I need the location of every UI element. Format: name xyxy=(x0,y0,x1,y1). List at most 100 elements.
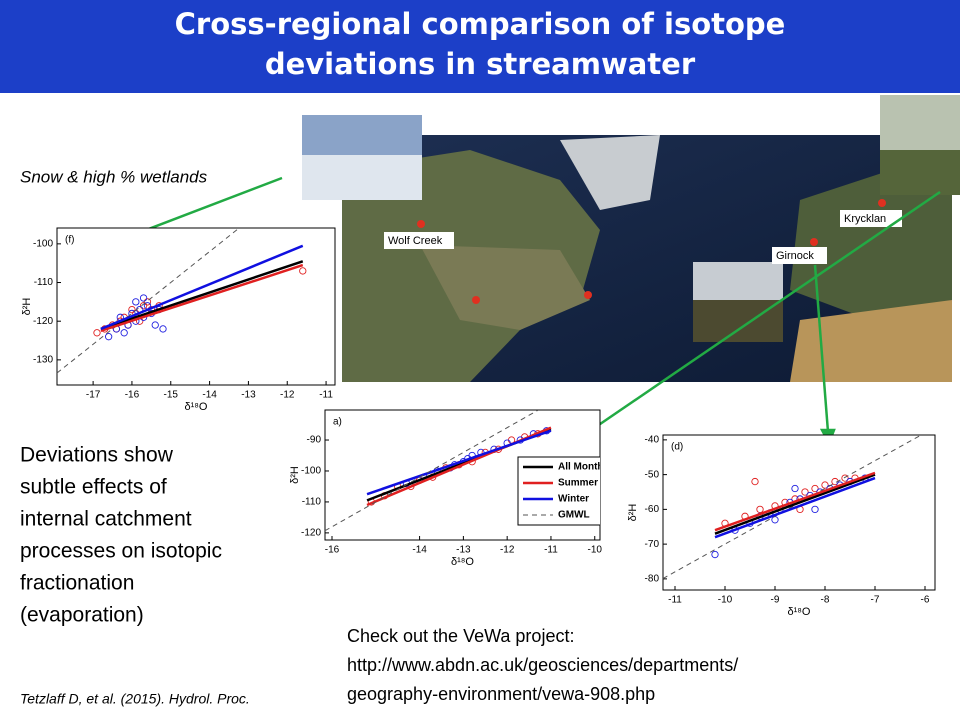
panel-label: (d) xyxy=(671,442,683,453)
x-tick-label: -13 xyxy=(241,390,256,401)
title-box: Cross-regional comparison of isotope dev… xyxy=(174,7,786,81)
fit-line xyxy=(662,435,921,579)
photos xyxy=(302,95,960,342)
point xyxy=(756,505,764,514)
y-tick-label: -80 xyxy=(645,574,660,585)
link-line: http://www.abdn.ac.uk/geosciences/depart… xyxy=(347,655,738,675)
legend-label: Summer xyxy=(558,478,598,489)
x-tick-label: -8 xyxy=(821,595,830,606)
fit-line xyxy=(100,244,304,331)
point xyxy=(139,294,148,302)
legend-label: GMWL xyxy=(558,510,590,521)
point xyxy=(143,298,152,306)
y-tick-label: -60 xyxy=(645,504,660,515)
site-labels: Wolf Creek Krycklan Girnock xyxy=(384,210,902,264)
x-tick-label: -12 xyxy=(500,545,515,556)
fit-line xyxy=(100,263,304,333)
point xyxy=(104,333,113,341)
legend: All Months Summer Winter GMWL xyxy=(517,456,610,526)
point xyxy=(139,302,148,310)
fit-line xyxy=(714,473,876,535)
x-tick-label: -16 xyxy=(325,545,340,556)
panel-label: (f) xyxy=(65,235,74,246)
plot: -16 -14 -13 -12 -11 -10 -120 -110 -100 -90 δ¹⁸O δ²H… xyxy=(289,409,610,568)
y-tick-label: -120 xyxy=(33,316,53,327)
y-tick-label: -90 xyxy=(307,435,322,446)
y-axis-label: δ²H xyxy=(289,466,301,484)
site-label: Krycklan xyxy=(844,213,886,225)
note: Snow & high % wetlands xyxy=(20,167,208,186)
x-tick-label: -13 xyxy=(456,545,471,556)
fit-line xyxy=(714,476,876,539)
y-tick-label: -100 xyxy=(33,238,53,249)
y-axis-label: δ²H xyxy=(627,504,639,522)
point xyxy=(711,550,719,559)
y-tick-label: -70 xyxy=(645,539,660,550)
legend-label: All Months xyxy=(558,462,610,473)
point xyxy=(811,505,819,514)
x-axis-label: δ¹⁸O xyxy=(451,556,474,568)
point xyxy=(93,329,101,337)
fit-line xyxy=(324,409,539,532)
fit-line xyxy=(100,260,304,331)
x-tick-label: -11 xyxy=(319,390,333,401)
x-tick-label: -17 xyxy=(86,390,101,401)
x-tick-label: -9 xyxy=(771,595,780,606)
y-tick-label: -110 xyxy=(302,497,322,508)
site-label: Wolf Creek xyxy=(388,235,443,247)
y-tick-label: -50 xyxy=(645,469,660,480)
legend-box xyxy=(517,456,600,526)
site-label: Girnock xyxy=(776,250,814,262)
point xyxy=(120,329,128,337)
legend-label: Winter xyxy=(558,494,589,505)
point xyxy=(841,474,849,482)
point xyxy=(132,298,140,306)
point xyxy=(821,481,829,489)
x-tick-label: -14 xyxy=(202,390,217,401)
link-line: Check out the VeWa project: xyxy=(347,626,574,646)
point xyxy=(811,484,819,493)
body-text: Deviations show subtle effects of internal… xyxy=(20,444,222,627)
x-tick-label: -15 xyxy=(164,390,179,401)
plot: -11 -10 -9 -8 -7 -6 -80 -70 -60 -50 -40 δ¹⁸O δ²H (d) xyxy=(627,434,936,618)
x-tick-label: -12 xyxy=(280,390,295,401)
x-axis-label: δ¹⁸O xyxy=(185,401,208,413)
plot: -17 -16 -15 -14 -13 -12 -11 -130 -120 -110 -100 δ¹⁸… xyxy=(21,227,336,413)
plot-area xyxy=(56,227,336,386)
x-tick-label: -11 xyxy=(668,595,682,606)
body-line: fractionation xyxy=(20,572,134,595)
panel-label: a) xyxy=(333,417,342,428)
point xyxy=(128,305,136,314)
body-line: (evaporation) xyxy=(20,604,144,627)
point xyxy=(751,477,759,486)
charts: -17 -16 -15 -14 -13 -12 -11 -130 -120 -110 -100 δ¹⁸… xyxy=(21,227,936,618)
fit-line xyxy=(56,227,240,374)
body-line: internal catchment xyxy=(20,508,192,531)
fit-line xyxy=(714,471,876,532)
x-tick-label: -7 xyxy=(871,595,880,606)
body-line: subtle effects of xyxy=(20,476,167,499)
y-tick-label: -100 xyxy=(301,466,321,477)
point xyxy=(791,484,799,493)
x-tick-label: -10 xyxy=(718,595,733,606)
x-tick-label: -10 xyxy=(588,545,603,556)
body-line: processes on isotopic xyxy=(20,540,222,563)
map xyxy=(342,135,952,382)
x-tick-label: -14 xyxy=(412,545,427,556)
link-text: Check out the VeWa project: http://www.ab… xyxy=(347,626,738,704)
title-bar xyxy=(0,0,960,93)
x-axis-label: δ¹⁸O xyxy=(788,606,811,618)
title: Cross-regional comparison of isotope dev… xyxy=(174,7,786,81)
y-tick-label: -130 xyxy=(33,355,53,366)
link-line: geography-environment/vewa-908.php xyxy=(347,684,655,704)
x-tick-label: -11 xyxy=(544,545,558,556)
point xyxy=(151,321,159,329)
y-tick-label: -120 xyxy=(301,528,321,539)
citation: Tetzlaff D, et al. (2015). Hydrol. Proc. xyxy=(20,691,250,707)
point xyxy=(299,267,307,275)
point xyxy=(159,325,167,333)
x-tick-label: -6 xyxy=(921,595,930,606)
y-tick-label: -110 xyxy=(34,277,54,288)
